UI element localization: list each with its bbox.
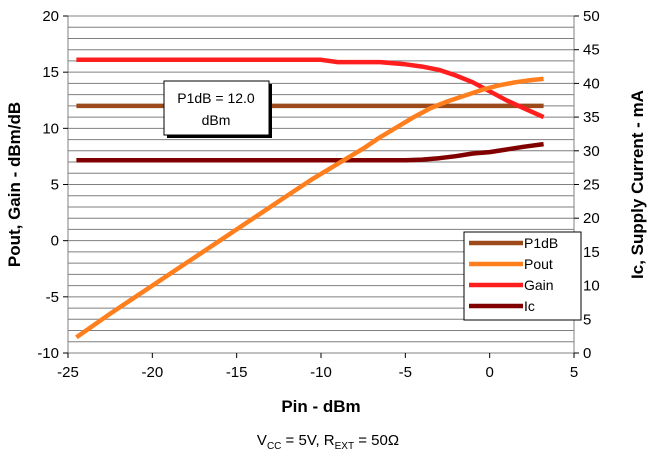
annotation-line2: dBm <box>202 112 231 128</box>
x-tick-label: -15 <box>226 364 248 381</box>
y2-tick-label: 10 <box>583 278 600 295</box>
x-axis-label: Pin - dBm <box>281 397 360 416</box>
y-tick-label: 5 <box>51 177 59 194</box>
legend: P1dB Pout Gain Ic <box>464 232 581 320</box>
y2-tick-label: 5 <box>583 311 591 328</box>
series-line-ic <box>76 144 543 160</box>
x-tick-label: 5 <box>570 364 578 381</box>
legend-label-ic: Ic <box>524 298 535 314</box>
y2-tick-label: 50 <box>583 8 600 25</box>
legend-label-gain: Gain <box>524 277 554 293</box>
y2-tick-label: 45 <box>583 42 600 59</box>
x-tick-label: -20 <box>141 364 163 381</box>
y-tick-label: 15 <box>42 64 59 81</box>
y-tick-label: 10 <box>42 120 59 137</box>
y2-tick-label: 20 <box>583 210 600 227</box>
y2-tick-label: 15 <box>583 244 600 261</box>
series-line-gain <box>76 60 543 117</box>
legend-label-p1db: P1dB <box>524 235 558 251</box>
x-tick-label: 0 <box>485 364 493 381</box>
y2-tick-label: 25 <box>583 177 600 194</box>
y-axis-left: -10 -5 0 5 10 15 20 <box>37 8 68 362</box>
x-tick-label: -10 <box>310 364 332 381</box>
x-tick-label: -25 <box>57 364 79 381</box>
y2-tick-label: 35 <box>583 109 600 126</box>
y2-tick-label: 30 <box>583 143 600 160</box>
legend-label-pout: Pout <box>524 256 553 272</box>
y2-tick-label: 40 <box>583 75 600 92</box>
y-tick-label: -10 <box>37 345 59 362</box>
x-tick-label: -5 <box>399 364 412 381</box>
y2-tick-label: 0 <box>583 345 591 362</box>
y-axis-label: Pout, Gain - dBm/dB <box>5 102 24 267</box>
y-tick-label: 20 <box>42 8 59 25</box>
annotation-line1: P1dB = 12.0 <box>177 90 255 106</box>
x-axis: -25 -20 -15 -10 -5 0 5 <box>57 353 578 381</box>
y2-axis-label: Ic, Supply Current - mA <box>628 90 647 279</box>
p1db-annotation: P1dB = 12.0 dBm <box>164 81 272 138</box>
caption: VCC = 5V, REXT = 50Ω <box>0 432 656 452</box>
y-tick-label: -5 <box>46 289 59 306</box>
y-tick-label: 0 <box>51 233 59 250</box>
